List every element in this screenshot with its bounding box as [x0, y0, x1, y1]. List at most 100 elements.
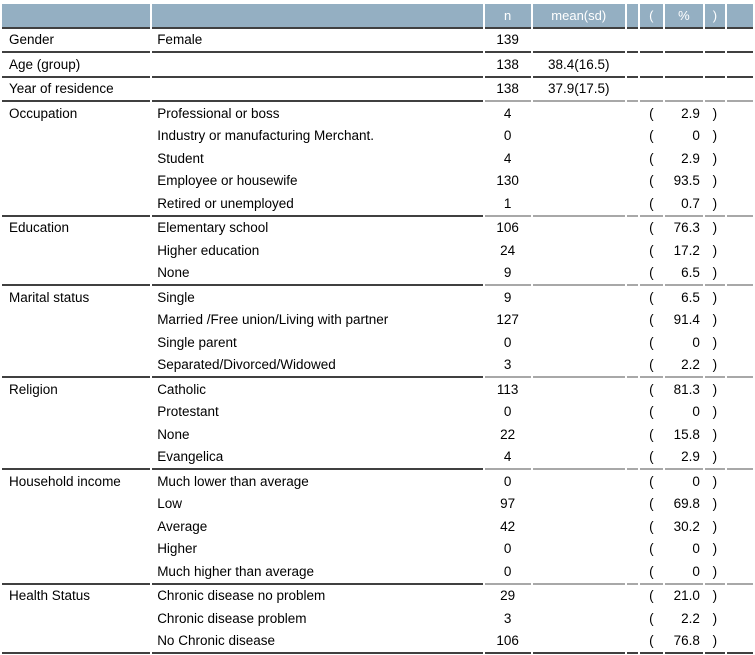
mean-cell	[532, 630, 625, 654]
n-cell: 9	[484, 262, 531, 286]
mean-cell	[533, 125, 625, 148]
n-cell: 97	[500, 496, 516, 512]
paren-close-cell: )	[712, 334, 718, 350]
category-cell: Marital status	[9, 289, 90, 305]
category-cell: Household income	[9, 473, 121, 489]
table-row: Single parent 0 ( 0 )	[2, 331, 753, 354]
label-cell: Much higher than average	[152, 560, 483, 585]
category-cell	[2, 239, 150, 262]
n-cell: 0	[484, 560, 531, 585]
mean-cell	[532, 192, 625, 217]
paren-open-cell: (	[649, 588, 654, 604]
percent-cell: 15.8	[673, 426, 700, 442]
category-cell	[2, 262, 151, 286]
paren-close-cell: )	[712, 173, 718, 189]
label-cell: Married /Free union/Living with partner	[157, 312, 389, 328]
paren-close-cell: )	[704, 192, 725, 217]
label-cell: Female	[152, 29, 483, 53]
percent-cell: 6.5	[681, 289, 700, 305]
category-cell	[2, 538, 150, 561]
category-cell	[2, 147, 150, 170]
header-paren-close: )	[704, 4, 725, 29]
n-cell: 0	[503, 541, 512, 557]
label-cell: Much lower than average	[157, 473, 309, 489]
mean-cell	[532, 29, 625, 53]
paren-open-cell	[639, 29, 663, 53]
category-cell	[2, 560, 151, 585]
n-cell: 24	[500, 242, 516, 258]
category-cell	[2, 309, 150, 332]
mean-cell	[533, 378, 625, 401]
percent-cell	[664, 53, 703, 78]
mean-cell	[533, 331, 625, 354]
category-cell	[2, 630, 151, 654]
percent-cell: 2.2	[664, 354, 703, 378]
percent-cell	[664, 29, 703, 53]
percent-cell: 21.0	[673, 588, 700, 604]
n-cell: 1	[484, 192, 531, 217]
n-cell: 130	[496, 173, 519, 189]
percent-cell: 0	[692, 404, 700, 420]
table-row: None 22 ( 15.8 )	[2, 423, 753, 446]
percent-cell: 0.7	[664, 192, 703, 217]
label-cell: Higher education	[157, 242, 260, 258]
paren-open-cell: (	[649, 173, 654, 189]
mean-cell	[533, 217, 625, 240]
paren-open-cell: (	[649, 128, 654, 144]
n-cell: 4	[503, 150, 512, 166]
label-cell: Chronic disease no problem	[157, 588, 326, 604]
table-row: Age (group) 138 38.4(16.5)	[2, 53, 753, 78]
table-row: Married /Free union/Living with partner …	[2, 309, 753, 332]
mean-cell	[532, 560, 625, 585]
paren-open-cell: (	[639, 262, 663, 286]
header-row: n mean(sd) ( % )	[2, 4, 753, 29]
paren-open-cell: (	[649, 541, 654, 557]
n-cell: 0	[503, 404, 512, 420]
mean-cell	[533, 170, 625, 193]
n-cell: 138	[484, 78, 531, 102]
mean-cell	[533, 309, 625, 332]
paren-close-cell: )	[712, 220, 718, 236]
paren-open-cell: (	[649, 289, 654, 305]
paren-open-cell: (	[649, 404, 654, 420]
category-cell	[2, 493, 150, 516]
label-cell: Protestant	[157, 404, 219, 420]
paren-open-cell: (	[649, 473, 654, 489]
mean-cell	[532, 354, 625, 378]
label-cell: No Chronic disease	[152, 630, 483, 654]
n-cell: 113	[496, 381, 519, 397]
percent-cell: 76.3	[673, 220, 700, 236]
table-row: Separated/Divorced/Widowed 3 ( 2.2 )	[2, 354, 753, 378]
label-cell	[152, 78, 483, 102]
category-cell: Occupation	[9, 105, 78, 121]
table-row: Marital status Single 9 ( 6.5 )	[2, 286, 753, 309]
n-cell: 4	[484, 446, 531, 470]
percent-cell: 2.2	[681, 610, 700, 626]
table-row: Education Elementary school 106 ( 76.3 )	[2, 217, 753, 240]
percent-cell: 0	[664, 560, 703, 585]
n-cell: 9	[503, 289, 512, 305]
mean-cell	[533, 493, 625, 516]
n-cell: 0	[503, 473, 512, 489]
percent-cell: 17.2	[673, 242, 700, 258]
paren-close-cell: )	[712, 426, 718, 442]
label-cell: Single parent	[157, 334, 237, 350]
percent-cell: 76.8	[664, 630, 703, 654]
table-row: Industry or manufacturing Merchant. 0 ( …	[2, 125, 753, 148]
table-row: Religion Catholic 113 ( 81.3 )	[2, 378, 753, 401]
table-row: None 9 ( 6.5 )	[2, 262, 753, 286]
n-cell: 106	[496, 220, 519, 236]
paren-open-cell: (	[639, 446, 663, 470]
mean-cell	[533, 423, 625, 446]
paren-close-cell: )	[712, 473, 718, 489]
n-cell: 22	[500, 426, 516, 442]
n-cell: 127	[496, 312, 519, 328]
paren-open-cell: (	[639, 630, 663, 654]
category-cell: Religion	[9, 381, 58, 397]
paren-open-cell: (	[639, 560, 663, 585]
percent-cell: 0	[692, 128, 700, 144]
percent-cell: 0	[692, 334, 700, 350]
table-row: Low 97 ( 69.8 )	[2, 493, 753, 516]
header-n: n	[484, 4, 531, 29]
table-row: No Chronic disease 106 ( 76.8 )	[2, 630, 753, 654]
